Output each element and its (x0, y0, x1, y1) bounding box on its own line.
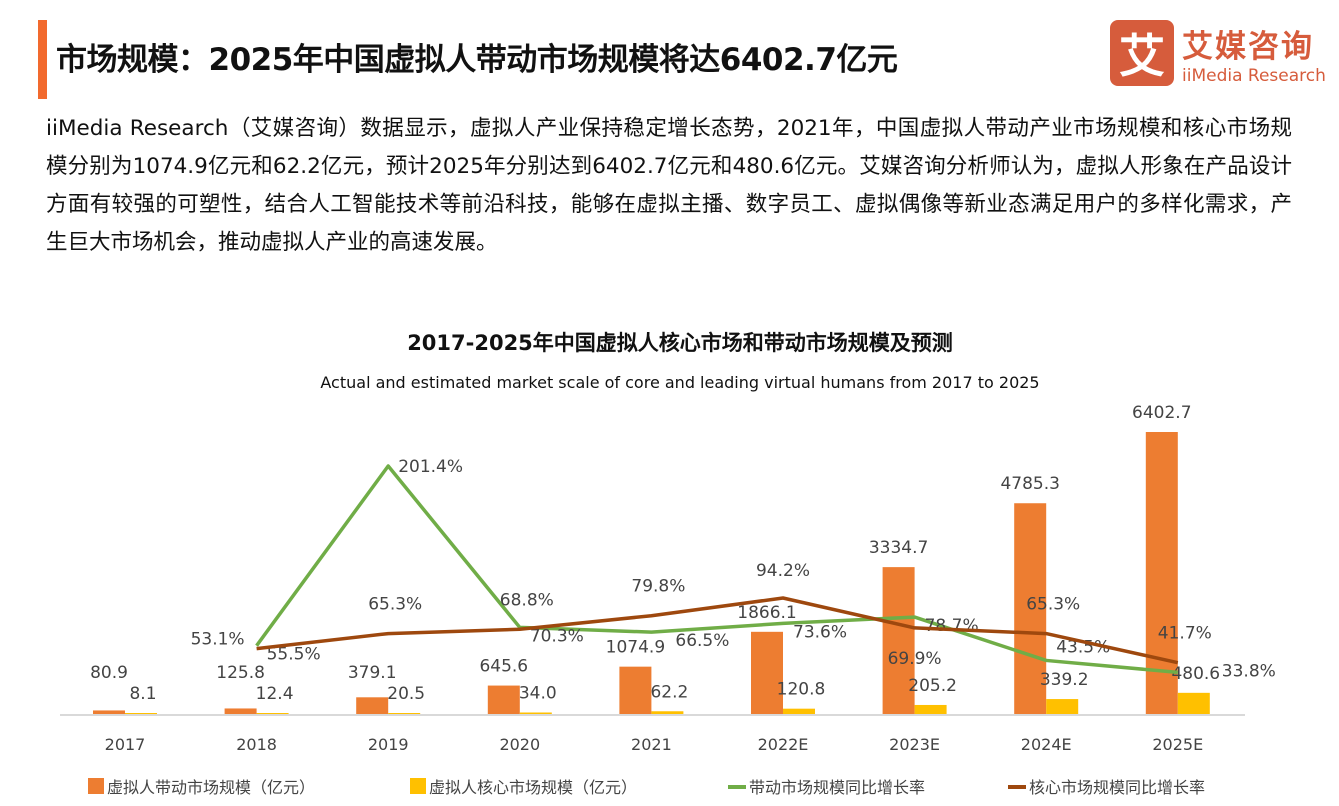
data-label-core: 34.0 (519, 684, 557, 704)
bar-core-market (914, 704, 947, 714)
chart-subtitle: Actual and estimated market scale of cor… (320, 373, 1039, 392)
data-label-core: 62.2 (650, 682, 688, 702)
bar-core-market (519, 712, 552, 714)
data-label-leading: 6402.7 (1132, 403, 1191, 423)
core-growth-label: 69.9% (888, 649, 942, 669)
data-label-core: 8.1 (129, 684, 156, 704)
bar-leading-market (487, 685, 520, 714)
logo-name-cn: 艾媒咨询 (1182, 28, 1314, 65)
x-tick-label: 2019 (368, 735, 409, 754)
data-label-leading: 80.9 (90, 663, 128, 683)
bar-core-market (125, 713, 157, 714)
bar-core-market (783, 708, 815, 714)
leading-growth-line (255, 464, 1178, 675)
legend-label: 虚拟人核心市场规模（亿元） (429, 778, 637, 797)
logo-name-en: iiMedia Research (1182, 65, 1326, 86)
data-label-core: 20.5 (387, 684, 425, 704)
core-growth-label: 68.8% (500, 590, 554, 610)
x-tick-label: 2025E (1152, 735, 1203, 754)
bar-core-market (1177, 692, 1210, 714)
leading-growth-label: 33.8% (1222, 661, 1276, 681)
bar-leading-market (1145, 432, 1178, 714)
x-tick-label: 2024E (1021, 735, 1072, 754)
leading-growth-label: 66.5% (675, 631, 729, 651)
leading-growth-label: 70.3% (530, 626, 584, 646)
bar-leading-market (356, 697, 389, 714)
chart-title: 2017-2025年中国虚拟人核心市场和带动市场规模及预测 (407, 331, 953, 355)
bar-leading-market (619, 666, 652, 714)
x-tick-label: 2017 (105, 735, 146, 754)
data-label-leading: 1074.9 (606, 638, 665, 658)
data-label-core: 120.8 (777, 680, 826, 700)
page-title: 市场规模：2025年中国虚拟人带动市场规模将达6402.7亿元 (56, 42, 898, 78)
data-label-leading: 645.6 (479, 657, 528, 677)
core-growth-label: 65.3% (1026, 595, 1080, 615)
x-tick-label: 2018 (236, 735, 277, 754)
leading-growth-label: 55.5% (267, 645, 321, 665)
data-label-core: 205.2 (908, 676, 957, 696)
leading-growth-label: 201.4% (398, 457, 463, 477)
logo-mark: 艾 (1110, 20, 1174, 86)
core-growth-label: 53.1% (191, 630, 245, 650)
x-tick-label: 2023E (889, 735, 940, 754)
x-tick-label: 2022E (758, 735, 809, 754)
core-growth-label: 41.7% (1158, 624, 1212, 644)
data-label-core: 480.6 (1171, 664, 1220, 684)
description-paragraph: iiMedia Research（艾媒咨询）数据显示，虚拟人产业保持稳定增长态势… (46, 116, 1292, 255)
title-accent-bar (38, 20, 47, 99)
data-label-core: 339.2 (1040, 670, 1089, 690)
bar-leading-market (93, 710, 125, 714)
bar-leading-market (882, 567, 915, 714)
data-label-core: 12.4 (256, 684, 294, 704)
data-label-leading: 4785.3 (1000, 474, 1059, 494)
legend-swatch (410, 778, 426, 794)
bar-core-market (1046, 699, 1079, 714)
leading-growth-label: 73.6% (793, 622, 847, 642)
core-growth-label: 94.2% (756, 561, 810, 581)
bar-core-market (388, 713, 421, 714)
leading-growth-label: 43.5% (1056, 637, 1110, 657)
bar-core-market (256, 713, 289, 714)
data-label-leading: 379.1 (348, 663, 397, 683)
bar-core-market (651, 711, 684, 714)
logo: 艾 艾媒咨询 iiMedia Research (1110, 20, 1326, 86)
x-tick-label: 2020 (499, 735, 540, 754)
legend-label: 核心市场规模同比增长率 (1029, 778, 1205, 797)
data-label-leading: 125.8 (216, 663, 265, 683)
data-label-leading: 3334.7 (869, 538, 928, 558)
core-growth-line (256, 596, 1179, 665)
leading-growth-label: 78.7% (925, 616, 979, 636)
bar-leading-market (224, 708, 257, 714)
data-label-leading: 1866.1 (737, 603, 796, 623)
core-growth-label: 79.8% (631, 577, 685, 597)
legend-label: 带动市场规模同比增长率 (749, 778, 925, 797)
x-tick-label: 2021 (631, 735, 672, 754)
bar-leading-market (751, 631, 783, 714)
bar-leading-market (1014, 503, 1047, 714)
legend-label: 虚拟人带动市场规模（亿元） (107, 778, 315, 797)
core-growth-label: 65.3% (368, 595, 422, 615)
legend-swatch (88, 778, 104, 794)
